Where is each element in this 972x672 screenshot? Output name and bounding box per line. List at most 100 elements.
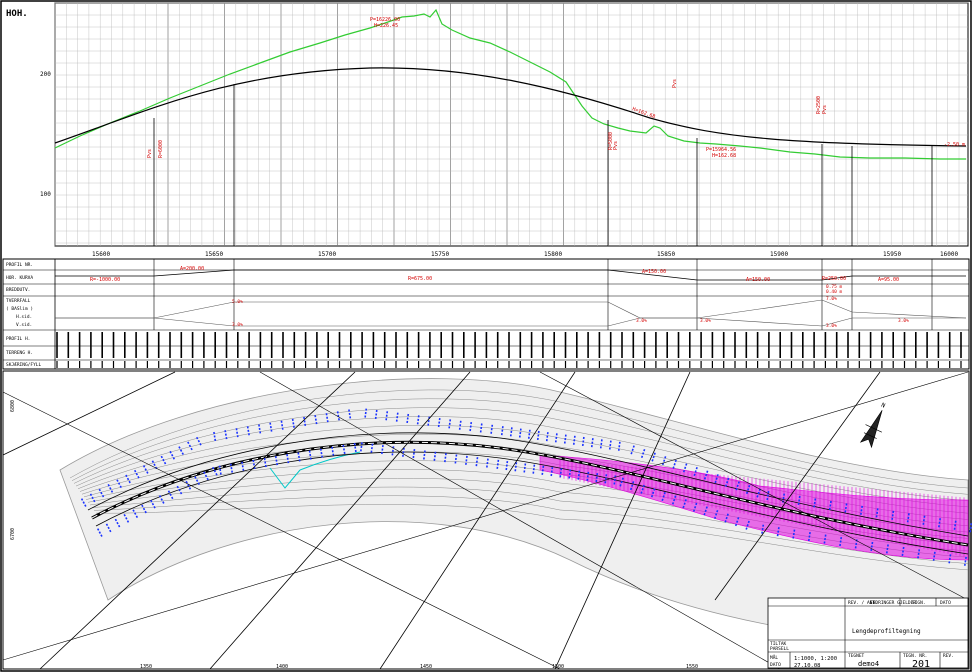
pvs-mid-label: Pvs	[613, 141, 619, 150]
curve-label: R=250.00	[822, 276, 846, 282]
curve-label: A=150.00	[642, 269, 666, 275]
station-mark	[745, 484, 751, 495]
station-mark	[269, 422, 273, 433]
station-mark	[823, 534, 827, 545]
station-mark	[195, 436, 203, 447]
station-mark	[937, 518, 941, 529]
station-mark	[203, 471, 210, 482]
road-shoulder	[95, 451, 969, 555]
station-mark	[454, 454, 458, 465]
station-mark	[336, 411, 341, 422]
band-label-breddutv: BREDDUTV.	[6, 287, 30, 293]
station-mark	[246, 426, 251, 437]
station-mark	[599, 439, 603, 450]
road-profile-line	[54, 67, 967, 147]
station-mark	[922, 515, 926, 526]
band-label-tverrfall: TVERRFALL	[6, 298, 31, 304]
station-mark	[568, 469, 572, 480]
station-mark	[509, 427, 513, 438]
curve-label: R=675.00	[408, 276, 432, 282]
station-mark	[608, 440, 612, 451]
station-mark	[422, 450, 426, 461]
station-mark	[252, 459, 256, 470]
band-label-profil-nr: PROFIL NR.	[6, 262, 33, 268]
slope-lower	[55, 317, 966, 327]
station-mark	[776, 527, 780, 538]
station-mark	[169, 450, 176, 461]
station-mark	[745, 520, 750, 531]
station-mark	[581, 436, 585, 448]
widen-label: 0.40 m	[826, 289, 843, 295]
station-mark	[342, 444, 346, 455]
profile-frame	[54, 2, 969, 247]
station-mark	[559, 468, 563, 479]
station-mark	[490, 424, 494, 435]
station-mark	[629, 481, 635, 492]
station-mark	[353, 442, 357, 454]
station-mark	[448, 419, 452, 430]
x-tick-label: 16000	[940, 251, 958, 258]
station-mark	[229, 463, 234, 474]
tb-label-dato: DATO	[770, 662, 781, 668]
station-mark	[437, 417, 441, 429]
tb-header-sign: SIGN.	[912, 600, 926, 606]
station-mark	[211, 466, 219, 477]
pvs-right-sub: R=2500	[816, 96, 822, 114]
grid-line	[554, 371, 691, 670]
station-mark	[554, 433, 558, 444]
station-mark	[870, 541, 874, 553]
station-mark	[875, 508, 879, 519]
station-mark	[158, 495, 166, 505]
grid-line	[539, 371, 969, 601]
slope-upper	[55, 299, 967, 319]
band-label-baslim: ( BASlim )	[6, 306, 33, 312]
station-mark	[595, 472, 599, 484]
station-mark	[545, 432, 549, 443]
station-mark	[948, 554, 952, 565]
station-mark	[523, 463, 527, 474]
curve-labels: R=-1000.00 A=200.00 R=675.00 A=150.00 A=…	[90, 266, 899, 283]
station-mark	[167, 490, 174, 500]
station-mark	[532, 464, 536, 475]
station-mark	[572, 435, 576, 446]
x-tick-label: 15600	[92, 251, 110, 258]
station-mark	[98, 488, 105, 499]
band-label-hor-kurva: HOR. KURVA	[6, 275, 33, 281]
pvs-mid-sub: R=5000	[608, 132, 614, 150]
pvs-left-sub: R=6000	[158, 140, 164, 158]
slope-label: 5.0%	[232, 299, 243, 305]
low-annotation-sub: H=162.68	[712, 153, 736, 159]
station-mark	[693, 466, 698, 477]
station-mark	[125, 474, 132, 485]
tb-header-dato: DATO	[940, 600, 951, 606]
station-mark	[443, 453, 447, 464]
end-annotation: -2.50 m	[944, 142, 965, 148]
north-arrow-icon: N	[859, 402, 886, 449]
tb-scale: 1:1000, 1:200	[794, 656, 837, 662]
station-mark	[617, 441, 621, 452]
profile-grid	[54, 2, 968, 246]
x-tick-labels: 15600 15650 15700 15750 15800 15850 1590…	[92, 251, 958, 258]
station-mark	[133, 469, 141, 480]
tb-drawing-number: 201	[912, 659, 930, 670]
station-mark	[672, 459, 677, 470]
station-mark	[479, 423, 483, 434]
terrain-corridor	[59, 378, 969, 649]
station-mark	[650, 488, 656, 499]
station-mark	[132, 509, 139, 519]
grid-line	[39, 371, 356, 670]
station-mark	[807, 531, 811, 543]
grid-line	[379, 371, 576, 670]
station-mark	[828, 500, 832, 512]
station-mark	[187, 441, 194, 452]
x-tick-label: 15950	[883, 251, 901, 258]
widen-label: 0.75 m	[826, 284, 843, 290]
tb-label-tiltak: TILTAK	[770, 641, 787, 647]
plan-grid	[2, 371, 969, 670]
station-mark	[364, 408, 368, 419]
peak-annotation-sub: H=226.45	[374, 23, 398, 29]
grid-line	[209, 371, 471, 670]
station-mark	[735, 481, 740, 492]
tb-header-rev: REV. / ANT.	[848, 600, 878, 606]
station-mark	[105, 523, 112, 534]
